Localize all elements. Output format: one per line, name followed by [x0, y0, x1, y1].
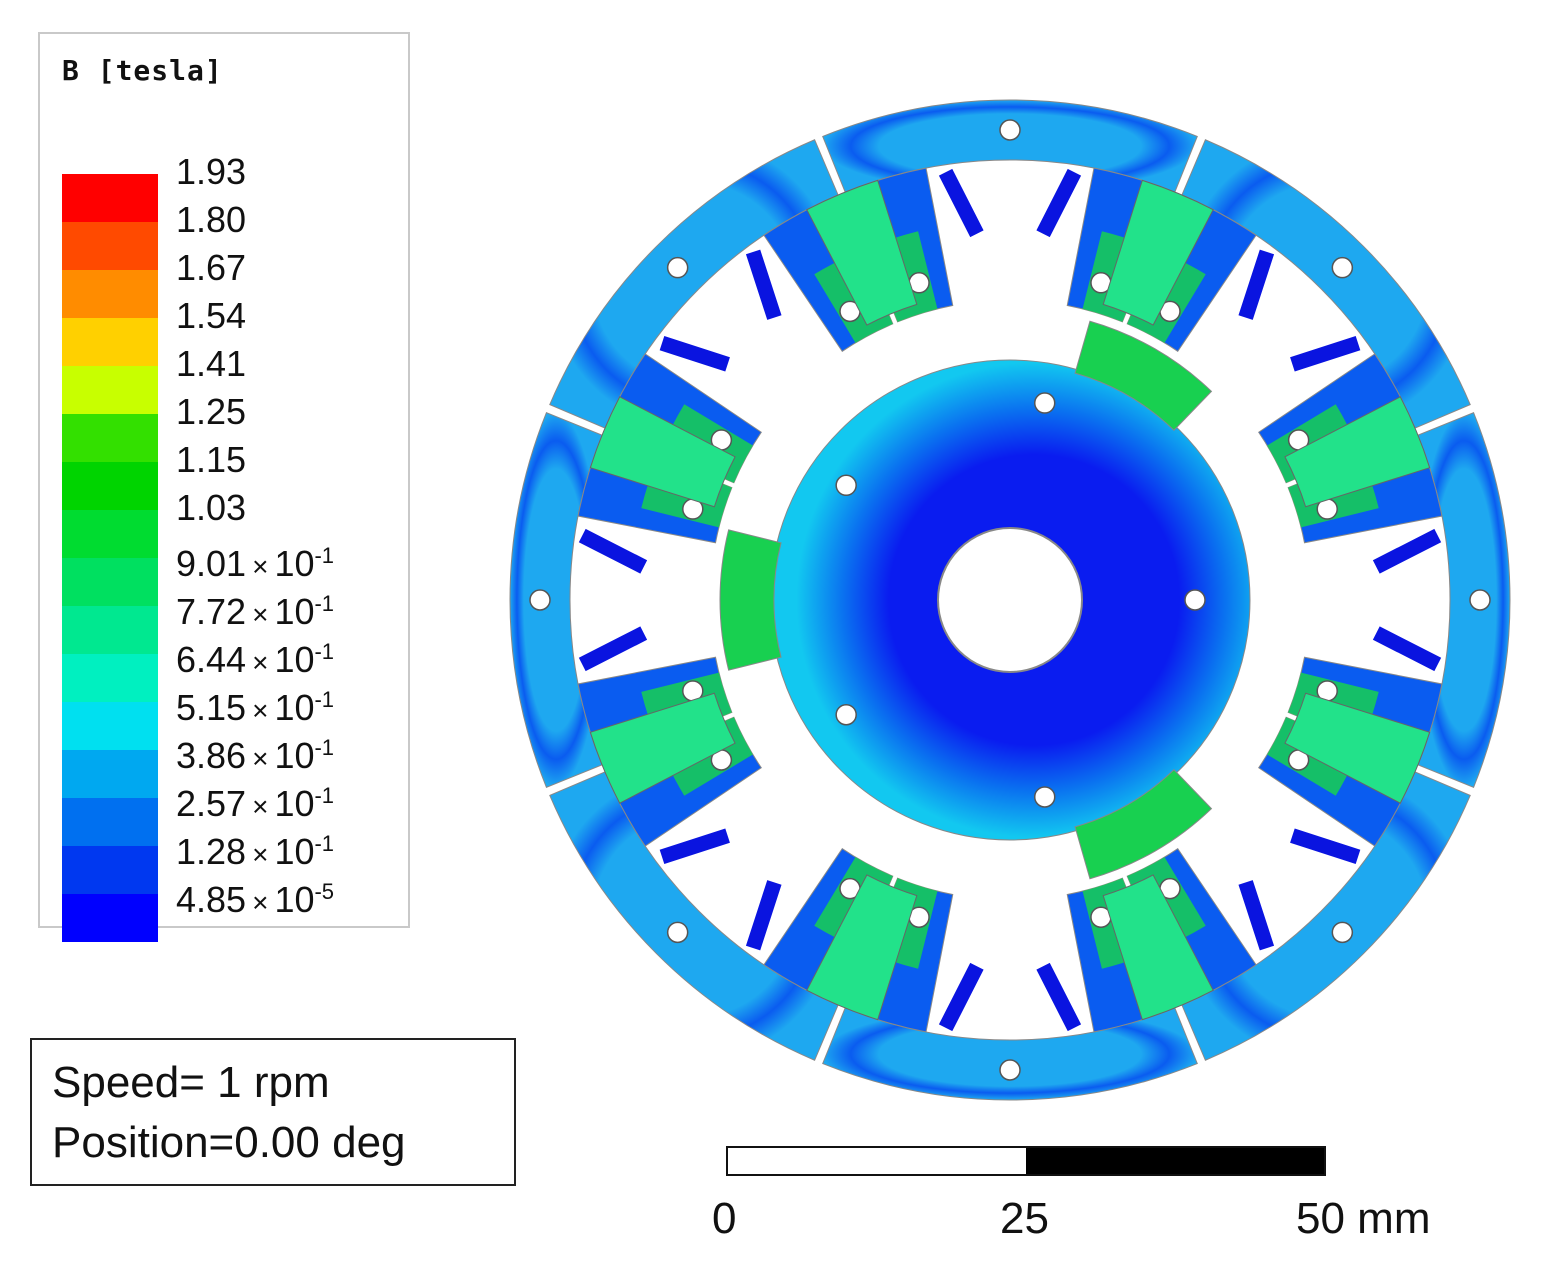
stator-yoke-bridge — [806, 874, 918, 1021]
bolt-hole — [1331, 256, 1354, 279]
stator-magnet — [742, 876, 786, 955]
legend-value: 5.15 × 10-1 — [176, 687, 335, 728]
legend-value: 1.80 — [176, 199, 247, 240]
legend-value: 7.72 × 10-1 — [176, 591, 335, 632]
stator-yoke-bridge — [589, 396, 736, 508]
position-text: Position=0.00 deg — [52, 1118, 406, 1167]
rotor-bolt-hole — [1033, 786, 1056, 808]
stator-module — [822, 1007, 1198, 1101]
stator-module — [509, 412, 603, 788]
scale-label-0: 0 — [712, 1194, 737, 1243]
stator-magnet — [1368, 622, 1446, 676]
legend-panel: B [tesla] 1.93 1.80 1.67 1.54 1.41 1.25 1.15 1.… — [38, 32, 410, 942]
rotor-pole — [1074, 320, 1213, 431]
legend-value: 1.28 × 10-1 — [176, 831, 335, 872]
stator-magnet — [1032, 164, 1086, 242]
stator-yoke-bridge — [589, 692, 736, 804]
legend-swatch — [62, 222, 158, 270]
bolt-hole — [529, 589, 551, 611]
stator-module — [1181, 771, 1471, 1061]
legend-swatch — [62, 750, 158, 798]
legend-value: 9.01 × 10-1 — [176, 543, 335, 584]
stator-magnet — [1286, 824, 1365, 868]
stator-module — [549, 771, 839, 1061]
stator-magnet — [574, 524, 652, 578]
bolt-hole — [666, 921, 689, 944]
stator-magnet — [1234, 876, 1278, 955]
legend-swatch — [62, 654, 158, 702]
bolt-hole — [999, 1059, 1021, 1081]
rotor-pole — [1074, 769, 1213, 880]
stator-yoke-bridge — [1284, 692, 1431, 804]
scale-bar-white-segment — [728, 1148, 1026, 1174]
stator-yoke-bridge — [1284, 396, 1431, 508]
scale-label-50mm: 50 mm — [1296, 1194, 1431, 1243]
legend-title: B [tesla] — [62, 54, 223, 87]
bolt-hole — [1331, 921, 1354, 944]
rotor-pole — [719, 529, 782, 671]
bolt-hole — [999, 119, 1021, 141]
legend-swatch — [62, 846, 158, 894]
legend-value: 1.93 — [176, 151, 247, 192]
stator-magnet — [934, 164, 988, 242]
legend-value: 1.67 — [176, 247, 247, 288]
stator-yoke-bridge — [1102, 179, 1214, 326]
legend-value: 1.03 — [176, 487, 247, 528]
stator-magnet — [1032, 958, 1086, 1036]
legend-swatch — [62, 606, 158, 654]
legend-value: 2.57 × 10-1 — [176, 783, 335, 824]
stator-magnet — [655, 824, 734, 868]
legend-swatch — [62, 894, 158, 942]
rotor-bolt-hole — [835, 474, 857, 497]
legend-swatch — [62, 462, 158, 510]
speed-text: Speed= 1 rpm — [52, 1058, 330, 1107]
scale-label-25: 25 — [1000, 1194, 1049, 1243]
legend-swatch — [62, 510, 158, 558]
shaft-hole — [937, 527, 1083, 673]
stator-magnet — [1368, 524, 1446, 578]
rotor-bolt-hole — [1033, 392, 1056, 414]
bolt-hole — [1469, 589, 1491, 611]
legend-value: 1.41 — [176, 343, 247, 384]
flux-density-plot — [509, 99, 1511, 1101]
stator-yoke-bridge — [1102, 874, 1214, 1021]
legend-value: 1.25 — [176, 391, 247, 432]
legend-value: 4.85 × 10-5 — [176, 879, 335, 920]
legend-swatch — [62, 174, 158, 222]
stator-module — [822, 99, 1198, 193]
stator-magnet — [742, 245, 786, 324]
stator-yoke-bridge — [806, 179, 918, 326]
stator-magnet — [1234, 245, 1278, 324]
stator-module — [1181, 139, 1471, 429]
stator-magnet — [1286, 332, 1365, 376]
legend-swatch — [62, 702, 158, 750]
legend-value: 1.54 — [176, 295, 247, 336]
stator-module — [1417, 412, 1511, 788]
legend-value: 3.86 × 10-1 — [176, 735, 335, 776]
rotor-bolt-hole — [835, 703, 857, 726]
stator-magnet — [655, 332, 734, 376]
legend-value: 6.44 × 10-1 — [176, 639, 335, 680]
legend-swatch — [62, 414, 158, 462]
bolt-hole — [666, 256, 689, 279]
simulation-info-box: Speed= 1 rpm Position=0.00 deg — [30, 1038, 516, 1186]
scale-bar-black-segment — [1026, 1148, 1324, 1174]
legend-swatch — [62, 558, 158, 606]
legend-value: 1.15 — [176, 439, 247, 480]
stator-magnet — [574, 622, 652, 676]
stator-module — [549, 139, 839, 429]
legend-swatch — [62, 318, 158, 366]
rotor-key-hole — [1184, 589, 1206, 611]
scale-bar — [726, 1146, 1326, 1176]
legend-swatch — [62, 366, 158, 414]
stator-magnet — [934, 958, 988, 1036]
legend-swatch — [62, 270, 158, 318]
legend-swatch — [62, 798, 158, 846]
